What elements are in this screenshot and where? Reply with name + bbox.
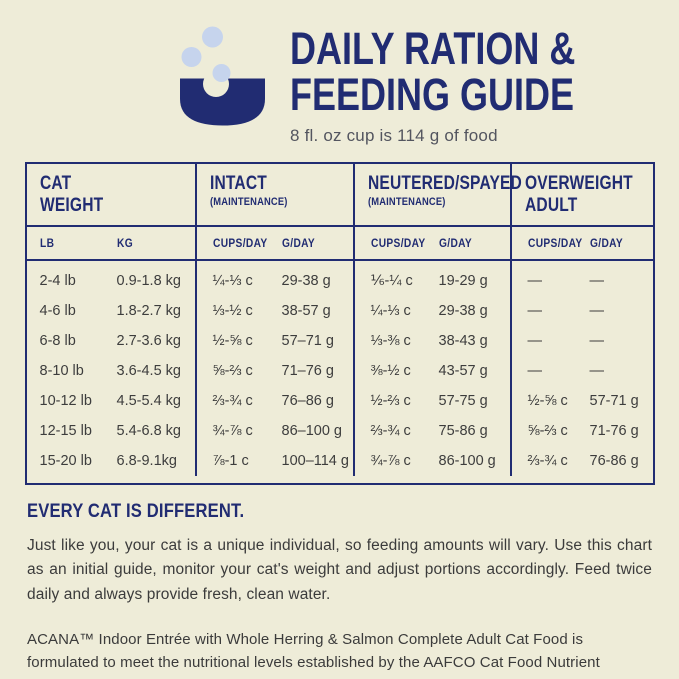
cell-overweight-cups: —	[509, 325, 588, 356]
cell-kg: 1.8-2.7 kg	[116, 302, 182, 319]
cell-overweight-cups: ½-⅝ c	[509, 385, 588, 416]
cell-overweight-g: —	[589, 272, 605, 289]
cell-neutered-g: 86-100 g	[438, 452, 496, 469]
footer: EVERY CAT IS DIFFERENT. Just like you, y…	[0, 500, 679, 679]
cell-intact-g: 38-57 g	[281, 302, 331, 319]
cell-intact-cups: ⅓-½ c	[194, 295, 280, 326]
cell-lb: 10-12 lb	[39, 392, 92, 409]
footer-heading: EVERY CAT IS DIFFERENT.	[27, 499, 245, 522]
cell-lb: 12-15 lb	[39, 422, 92, 439]
cell-intact-cups: ¼-⅓ c	[194, 260, 280, 296]
cell-overweight-g: 57-71 g	[589, 392, 639, 409]
cell-lb: 6-8 lb	[39, 332, 76, 349]
cell-intact-g: 57–71 g	[281, 332, 334, 349]
cell-overweight-g: —	[589, 302, 605, 319]
cell-neutered-g: 38-43 g	[438, 332, 488, 349]
cell-overweight-g: 76-86 g	[589, 452, 639, 469]
cell-neutered-cups: ⅓-⅜ c	[352, 325, 437, 356]
cell-neutered-cups: ¼-⅓ c	[352, 295, 437, 326]
col-header-overweight-adult: OVERWEIGHT ADULT	[509, 163, 653, 227]
cell-overweight-cups: ⅔-¾ c	[509, 445, 588, 476]
cell-overweight-cups: —	[509, 355, 588, 386]
cell-neutered-cups: ⅔-¾ c	[352, 415, 437, 446]
cell-lb: 15-20 lb	[39, 452, 92, 469]
cell-intact-g: 76–86 g	[281, 392, 334, 409]
cell-intact-cups: ⅔-¾ c	[194, 385, 280, 416]
cell-neutered-g: 57-75 g	[438, 392, 488, 409]
cell-kg: 3.6-4.5 kg	[116, 362, 182, 379]
bowl-of-kibble-icon	[178, 22, 268, 128]
cell-intact-g: 71–76 g	[281, 362, 334, 379]
cell-intact-cups: ⅞-1 c	[194, 445, 280, 476]
cell-neutered-cups: ¾-⅞ c	[352, 445, 437, 476]
cell-lb: 8-10 lb	[39, 362, 84, 379]
cell-neutered-g: 75-86 g	[438, 422, 488, 439]
cell-overweight-g: —	[589, 362, 605, 379]
cell-kg: 5.4-6.8 kg	[116, 422, 182, 439]
cell-overweight-cups: —	[509, 295, 588, 326]
cell-intact-cups: ¾-⅞ c	[194, 415, 280, 446]
cell-kg: 2.7-3.6 kg	[116, 332, 182, 349]
cell-lb: 4-6 lb	[39, 302, 76, 319]
cell-intact-g: 86–100 g	[281, 422, 342, 439]
subheader-intact-g: G/DAY	[279, 227, 353, 261]
cell-overweight-cups: ⅝-⅔ c	[509, 415, 588, 446]
cell-neutered-cups: ⅙-¼ c	[352, 260, 437, 296]
cell-neutered-g: 43-57 g	[438, 362, 488, 379]
cell-kg: 4.5-5.4 kg	[116, 392, 182, 409]
subheader-overweight-g: G/DAY	[587, 227, 653, 261]
subheader-neutered-cups: CUPS/DAY	[352, 226, 437, 261]
col-header-cat-weight: CAT WEIGHT	[26, 164, 195, 227]
cell-overweight-g: 71-76 g	[589, 422, 639, 439]
page-title: DAILY RATION & FEEDING GUIDE	[290, 23, 576, 120]
subheader-neutered-g: G/DAY	[436, 227, 510, 261]
cup-conversion-note: 8 fl. oz cup is 114 g of food	[290, 125, 498, 145]
cell-overweight-g: —	[589, 332, 605, 349]
subheader-kg: KG	[114, 227, 195, 261]
subheader-lb: LB	[26, 227, 115, 261]
feeding-table: CAT WEIGHT INTACT (MAINTENANCE) NEUTERED…	[24, 161, 655, 485]
cell-neutered-cups: ½-⅔ c	[352, 385, 437, 416]
col-header-intact: INTACT (MAINTENANCE)	[194, 163, 353, 227]
aafco-statement: ACANA™ Indoor Entrée with Whole Herring …	[27, 631, 600, 679]
cell-neutered-cups: ⅜-½ c	[352, 355, 437, 386]
header: DAILY RATION & FEEDING GUIDE 8 fl. oz cu…	[0, 0, 679, 146]
cell-intact-g: 29-38 g	[281, 272, 331, 289]
subheader-intact-cups: CUPS/DAY	[194, 226, 280, 261]
cell-overweight-cups: —	[509, 260, 588, 296]
cell-lb: 2-4 lb	[39, 272, 76, 289]
cell-neutered-g: 29-38 g	[438, 302, 488, 319]
feeding-advice-paragraph: Just like you, your cat is a unique indi…	[27, 536, 652, 603]
cell-kg: 0.9-1.8 kg	[116, 272, 182, 289]
cell-intact-cups: ⅝-⅔ c	[194, 355, 280, 386]
cell-neutered-g: 19-29 g	[438, 272, 488, 289]
cell-intact-g: 100–114 g	[281, 452, 349, 469]
title-block: DAILY RATION & FEEDING GUIDE 8 fl. oz cu…	[290, 22, 647, 146]
cell-intact-cups: ½-⅝ c	[194, 325, 280, 356]
col-header-neutered-spayed: NEUTERED/SPAYED (MAINTENANCE)	[352, 163, 521, 227]
cell-kg: 6.8-9.1kg	[116, 452, 177, 469]
subheader-overweight-cups: CUPS/DAY	[509, 226, 588, 261]
